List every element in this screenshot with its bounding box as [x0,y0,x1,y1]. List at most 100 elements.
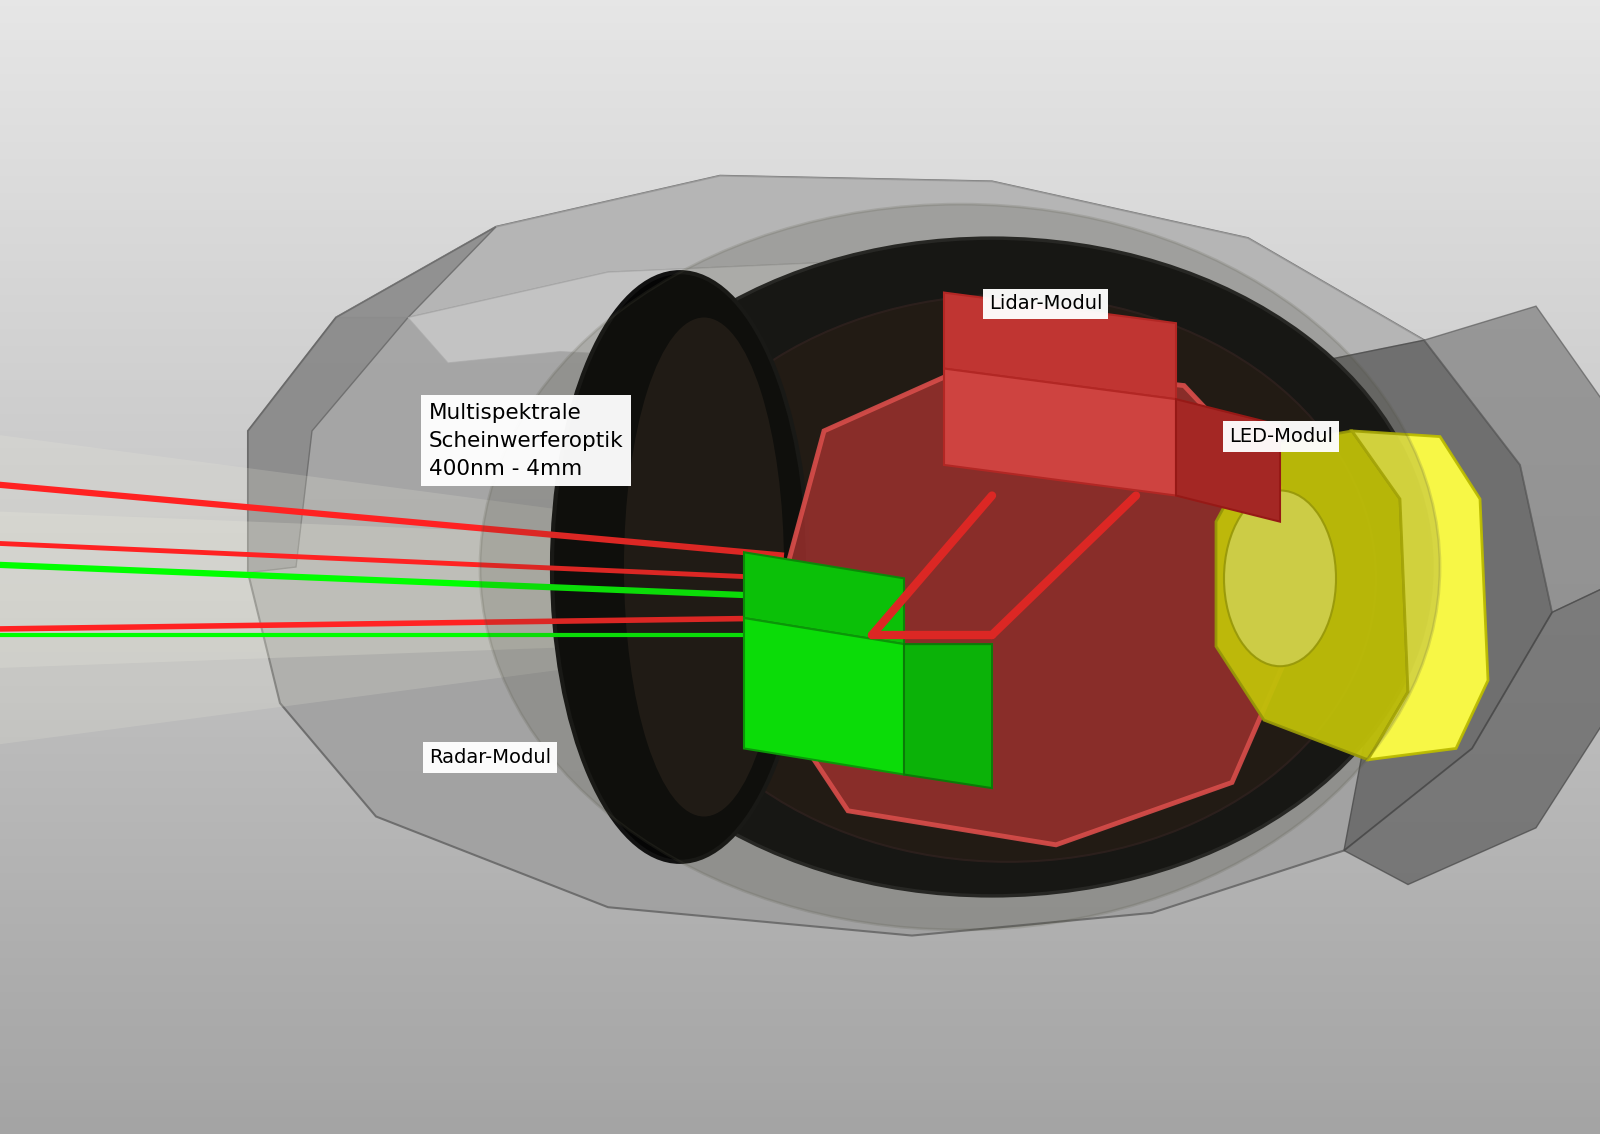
Bar [0,369,1600,374]
Bar [0,488,1600,493]
Bar [0,238,1600,244]
Polygon shape [1424,306,1600,612]
Polygon shape [336,176,1424,363]
Bar [0,142,1600,147]
Bar [0,680,1600,686]
Bar [0,459,1600,465]
Bar [0,646,1600,652]
Ellipse shape [480,204,1440,930]
Bar [0,527,1600,533]
Bar [0,1089,1600,1094]
Bar [0,386,1600,391]
Bar [0,1032,1600,1038]
Polygon shape [944,293,1176,399]
Bar [0,1111,1600,1117]
Bar [0,652,1600,658]
Bar [0,363,1600,369]
Bar [0,340,1600,346]
Bar [0,408,1600,414]
Bar [0,227,1600,232]
Bar [0,601,1600,607]
Polygon shape [784,363,1296,845]
Bar [0,953,1600,958]
Bar [0,816,1600,822]
Bar [0,1049,1600,1055]
Bar [0,1072,1600,1077]
Bar [0,873,1600,879]
Polygon shape [1344,567,1600,885]
Bar [0,181,1600,187]
Bar [0,516,1600,522]
Bar [0,323,1600,329]
Bar [0,1021,1600,1026]
Bar [0,28,1600,34]
Bar [0,573,1600,578]
Bar [0,522,1600,527]
Bar [0,170,1600,176]
Bar [0,550,1600,556]
Bar [0,1055,1600,1060]
Ellipse shape [1224,490,1336,667]
Bar [0,493,1600,499]
Bar [0,828,1600,833]
Bar [0,318,1600,323]
Bar [0,765,1600,771]
Bar [0,510,1600,516]
Bar [0,159,1600,164]
Bar [0,1004,1600,1009]
Bar [0,23,1600,28]
Bar [0,454,1600,459]
Bar [0,255,1600,261]
Polygon shape [248,176,1552,936]
Bar [0,726,1600,731]
Bar [0,624,1600,629]
Bar [0,499,1600,505]
Bar [0,839,1600,845]
Bar [0,811,1600,816]
Polygon shape [744,618,904,775]
Ellipse shape [640,295,1376,862]
Bar [0,663,1600,669]
Bar [0,629,1600,635]
Bar [0,1009,1600,1015]
Bar [0,805,1600,811]
Ellipse shape [552,272,808,862]
Bar [0,482,1600,488]
Polygon shape [0,431,640,748]
Bar [0,641,1600,646]
Bar [0,607,1600,612]
Bar [0,164,1600,170]
Bar [0,669,1600,675]
Bar [0,45,1600,51]
Bar [0,244,1600,249]
Text: Lidar-Modul: Lidar-Modul [989,295,1102,313]
Bar [0,658,1600,663]
Polygon shape [1352,431,1488,760]
Bar [0,329,1600,335]
Bar [0,102,1600,108]
Bar [0,40,1600,45]
Bar [0,975,1600,981]
Bar [0,1117,1600,1123]
Polygon shape [248,227,496,573]
Bar [0,686,1600,692]
Bar [0,62,1600,68]
Bar [0,709,1600,714]
Bar [0,272,1600,278]
Ellipse shape [624,318,784,816]
Bar [0,215,1600,221]
Text: Multispektrale
Scheinwerferoptik
400nm - 4mm: Multispektrale Scheinwerferoptik 400nm -… [429,403,624,479]
Bar [0,845,1600,850]
Bar [0,266,1600,272]
Bar [0,306,1600,312]
Bar [0,1077,1600,1083]
Bar [0,278,1600,284]
Bar [0,357,1600,363]
Bar [0,425,1600,431]
Bar [0,119,1600,125]
Bar [0,902,1600,907]
Bar [0,799,1600,805]
Bar [0,890,1600,896]
Bar [0,1128,1600,1134]
Bar [0,289,1600,295]
